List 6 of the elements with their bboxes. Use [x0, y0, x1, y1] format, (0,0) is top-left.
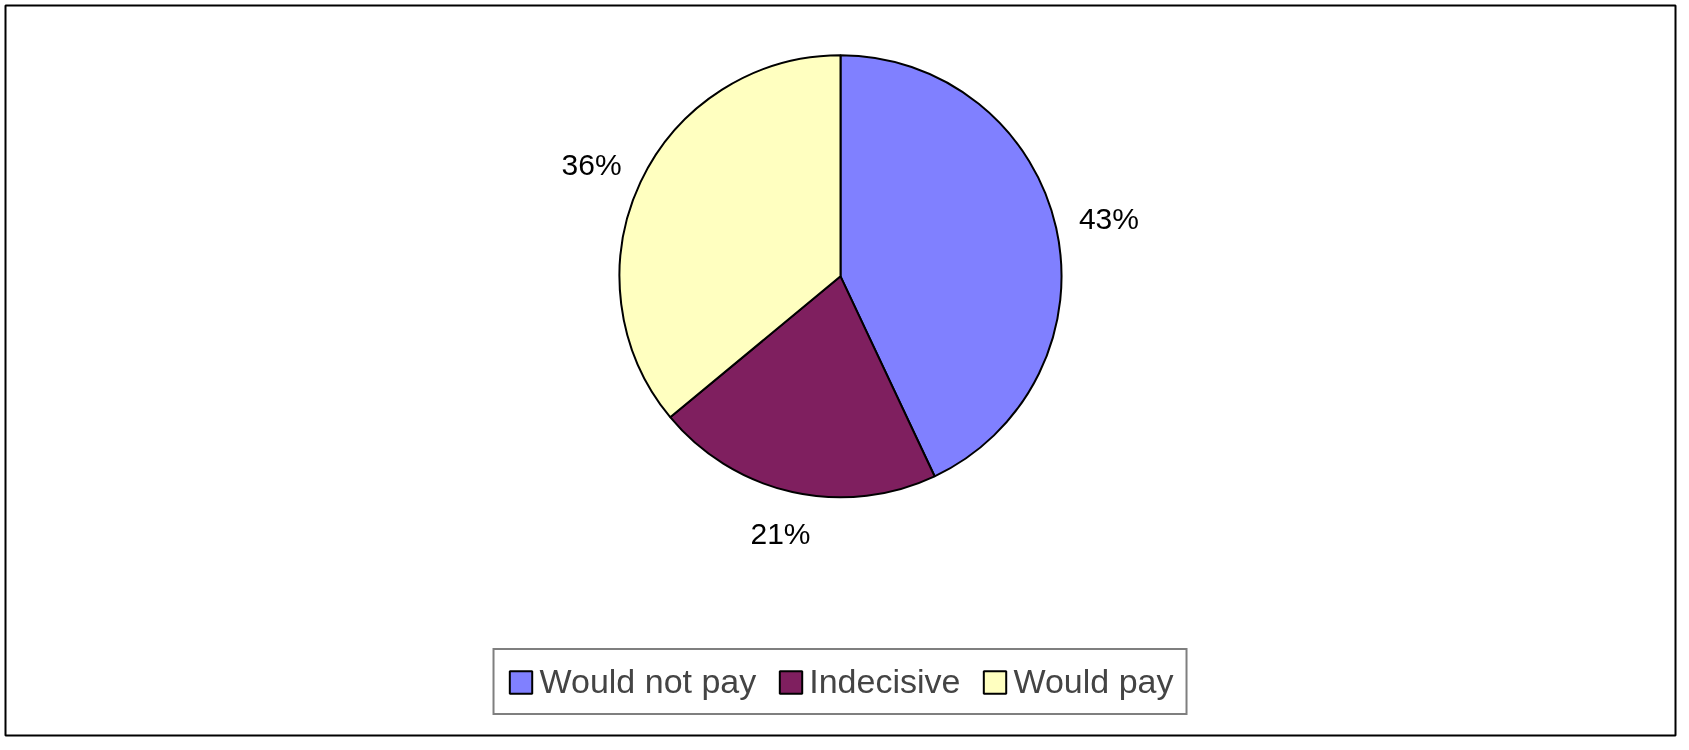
data-label: 36% — [561, 147, 622, 181]
legend-label: Would not pay — [539, 662, 757, 701]
data-label: 43% — [1078, 202, 1139, 236]
legend-label: Would pay — [1013, 662, 1174, 701]
legend-label: Indecisive — [809, 662, 961, 701]
data-label: 21% — [750, 517, 811, 551]
